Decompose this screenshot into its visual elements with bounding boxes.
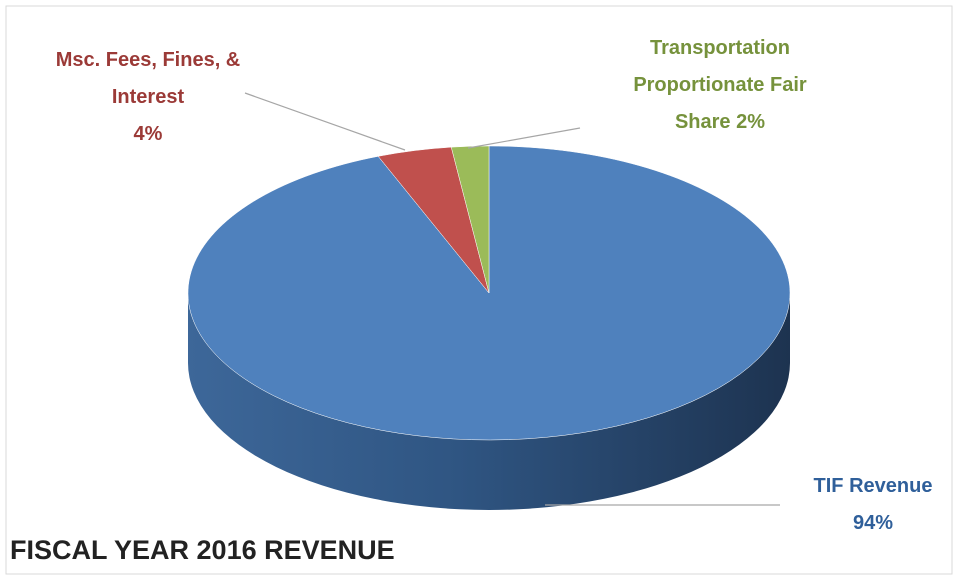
value-label: 2% bbox=[736, 111, 766, 133]
slice-label: TIF Revenue 94% bbox=[790, 468, 956, 542]
category-label: Msc. Fees, Fines, & Interest bbox=[55, 49, 241, 108]
category-label: TIF Revenue bbox=[813, 475, 933, 497]
slice-label: Transportation Proportionate Fair Share … bbox=[615, 30, 825, 141]
value-label: 4% bbox=[133, 123, 163, 145]
category-label: Transportation Proportionate Fair Share bbox=[633, 37, 807, 133]
pie-slice bbox=[187, 145, 791, 441]
leader-line bbox=[467, 127, 581, 149]
value-label: 94% bbox=[852, 512, 894, 534]
chart-title: FISCAL YEAR 2016 REVENUE bbox=[10, 535, 395, 565]
pie-side bbox=[188, 293, 790, 510]
leader-line bbox=[244, 92, 406, 151]
pie-slice bbox=[450, 145, 490, 294]
slice-label: Msc. Fees, Fines, & Interest 4% bbox=[48, 42, 248, 153]
frame bbox=[5, 5, 953, 575]
